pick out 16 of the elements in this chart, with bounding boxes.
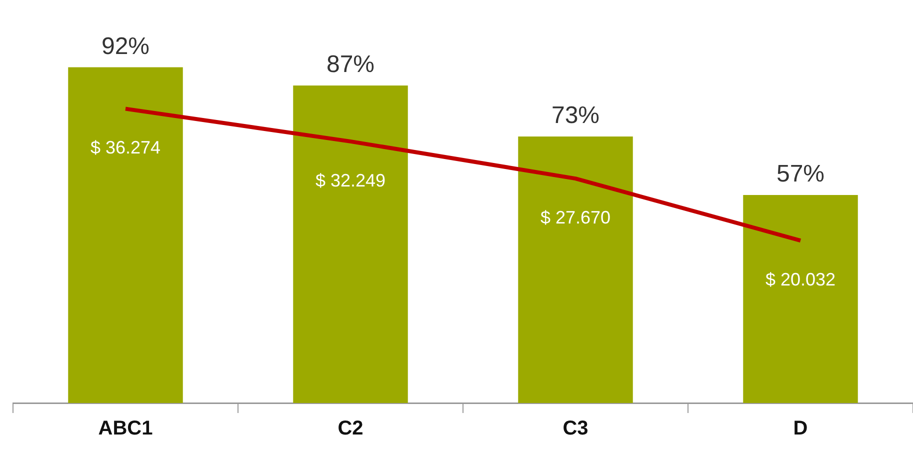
data-label: 92%: [101, 32, 150, 60]
data-label: 73%: [551, 102, 600, 130]
bar: [293, 85, 408, 403]
data-label: $ 32.249: [315, 170, 386, 190]
data-label: $ 20.032: [765, 269, 836, 290]
data-label: 57%: [776, 160, 825, 188]
bar: [518, 136, 633, 403]
data-label: $ 27.670: [540, 208, 611, 228]
bar: [743, 194, 858, 403]
x-tick-label: C2: [338, 418, 364, 440]
data-label: 87%: [326, 51, 375, 78]
x-tick-label: C3: [562, 418, 588, 440]
x-tick-label: D: [793, 418, 808, 440]
bar: [68, 67, 183, 403]
data-label: $ 36.274: [90, 138, 161, 158]
x-tick-label: ABC1: [98, 418, 153, 440]
